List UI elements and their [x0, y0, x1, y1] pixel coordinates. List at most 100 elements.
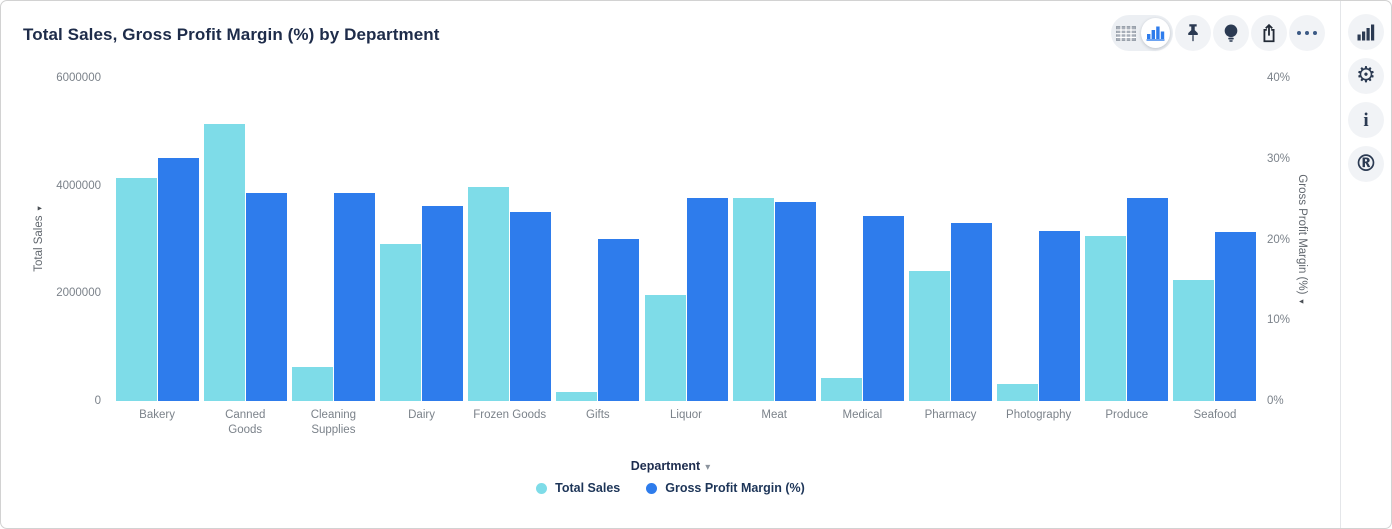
bar-total-sales-frozen-goods[interactable]: [468, 187, 510, 401]
bar-gross-profit-margin-photography[interactable]: [1039, 231, 1081, 401]
x-axis-labels: Bakery Canned Goods Cleaning Supplies Dairy…: [113, 408, 1259, 438]
x-tick-label: Frozen Goods: [473, 409, 547, 421]
bar-group-meat: [730, 78, 818, 401]
right-axis-title: Gross Profit Margin (%)▾: [1296, 174, 1308, 304]
bar-total-sales-seafood[interactable]: [1173, 279, 1215, 401]
chart-view-button[interactable]: [1140, 18, 1170, 48]
bar-total-sales-cleaning-supplies[interactable]: [291, 367, 333, 401]
axis-sort-arrow-icon: ▾: [34, 206, 44, 211]
bar-total-sales-photography[interactable]: [997, 383, 1039, 401]
insights-button[interactable]: [1213, 15, 1249, 51]
gear-icon: ⚙: [1356, 63, 1376, 88]
bar-group-gifts: [554, 78, 642, 401]
share-button[interactable]: [1251, 15, 1287, 51]
bar-gross-profit-margin-liquor[interactable]: [686, 197, 728, 401]
icon-rail: ⚙ i ®: [1340, 1, 1391, 528]
bar-gross-profit-margin-dairy[interactable]: [422, 206, 464, 401]
bar-group-pharmacy: [906, 78, 994, 401]
chart-panel: Total Sales, Gross Profit Margin (%) by …: [1, 1, 1340, 528]
bar-gross-profit-margin-bakery[interactable]: [157, 157, 199, 401]
x-tick-label: Produce: [1105, 409, 1149, 421]
bar-gross-profit-margin-canned-goods[interactable]: [245, 192, 287, 401]
bar-total-sales-dairy[interactable]: [380, 243, 422, 401]
pin-icon: [1182, 22, 1204, 44]
bar-gross-profit-margin-frozen-goods[interactable]: [510, 212, 552, 401]
chevron-down-icon[interactable]: ▾: [705, 462, 711, 473]
bar-group-medical: [818, 78, 906, 401]
bar-total-sales-pharmacy[interactable]: [908, 271, 950, 401]
view-toggle: [1111, 15, 1173, 51]
bar-total-sales-canned-goods[interactable]: [203, 124, 245, 401]
legend-dot: [646, 482, 658, 494]
bar-chart-icon: [1357, 24, 1375, 41]
x-tick-label: Meat: [761, 409, 787, 421]
axis-tick-label: 40%: [1267, 72, 1291, 84]
bar-gross-profit-margin-seafood[interactable]: [1215, 232, 1257, 401]
bar-total-sales-liquor[interactable]: [644, 294, 686, 401]
x-tick-label: Photography: [1006, 409, 1072, 421]
bar-group-photography: [995, 78, 1083, 401]
bar-chart-icon: [1146, 25, 1165, 41]
table-icon: [1115, 25, 1136, 41]
x-axis-title-row: Department ▾: [1, 457, 1340, 475]
legend-item-total-sales[interactable]: Total Sales: [536, 481, 620, 495]
bar-gross-profit-margin-produce[interactable]: [1127, 197, 1169, 401]
page-title: Total Sales, Gross Profit Margin (%) by …: [23, 25, 440, 44]
legend: Total Sales Gross Profit Margin (%): [1, 481, 1340, 495]
axis-tick-label: 0%: [1267, 395, 1284, 407]
x-tick-label: Liquor: [670, 409, 702, 421]
lightbulb-icon: [1220, 22, 1242, 44]
share-icon: [1258, 22, 1280, 44]
bar-total-sales-medical[interactable]: [820, 378, 862, 401]
bar-group-cleaning-supplies: [289, 78, 377, 401]
axis-tick-label: 2000000: [56, 287, 101, 300]
bar-total-sales-gifts[interactable]: [556, 391, 598, 401]
legend-item-gross-profit-margin[interactable]: Gross Profit Margin (%): [646, 481, 805, 495]
axis-tick-label: 0: [94, 395, 101, 407]
legend-dot: [536, 482, 548, 494]
bar-group-frozen-goods: [466, 78, 554, 401]
bar-group-liquor: [642, 78, 730, 401]
table-view-button[interactable]: [1111, 15, 1141, 51]
x-tick-label: Medical: [842, 409, 883, 421]
bar-group-canned-goods: [201, 78, 289, 401]
x-tick-label: Seafood: [1193, 409, 1237, 421]
bar-group-bakery: [113, 78, 201, 401]
x-axis-title[interactable]: Department: [630, 459, 701, 473]
ellipsis-icon: [1296, 30, 1318, 36]
bar-group-seafood: [1171, 78, 1259, 401]
bar-gross-profit-margin-medical[interactable]: [862, 216, 904, 401]
r-logo-button[interactable]: ®: [1348, 146, 1384, 182]
chart-type-button[interactable]: [1348, 14, 1384, 50]
x-tick-label: Cleaning Supplies: [310, 409, 357, 436]
bar-total-sales-produce[interactable]: [1085, 236, 1127, 401]
info-icon: i: [1363, 109, 1369, 131]
r-logo-icon: ®: [1354, 150, 1378, 177]
axis-tick-label: 20%: [1267, 233, 1291, 246]
bar-gross-profit-margin-pharmacy[interactable]: [950, 222, 992, 401]
axis-sort-arrow-icon: ▾: [1297, 299, 1307, 304]
bar-gross-profit-margin-gifts[interactable]: [598, 238, 640, 401]
bar-group-produce: [1083, 78, 1171, 401]
bar-gross-profit-margin-cleaning-supplies[interactable]: [333, 193, 375, 401]
bar-total-sales-bakery[interactable]: [115, 178, 157, 401]
x-tick-label: Bakery: [139, 409, 175, 421]
axis-tick-label: 10%: [1267, 314, 1291, 327]
bar-total-sales-meat[interactable]: [732, 197, 774, 401]
bar-group-dairy: [377, 78, 465, 401]
more-options-button[interactable]: [1289, 15, 1325, 51]
left-axis-ticks: 6000000 4000000 2000000 0: [1, 72, 101, 407]
x-tick-label: Pharmacy: [924, 409, 977, 421]
axis-tick-label: 30%: [1267, 152, 1291, 165]
plot-area: [113, 78, 1259, 401]
settings-button[interactable]: ⚙: [1348, 58, 1384, 94]
bar-gross-profit-margin-meat[interactable]: [774, 202, 816, 401]
x-tick-label: Canned Goods: [225, 409, 266, 436]
info-button[interactable]: i: [1348, 102, 1384, 138]
axis-tick-label: 6000000: [56, 72, 101, 84]
left-axis-title: Total Sales▾: [33, 206, 45, 272]
pin-button[interactable]: [1175, 15, 1211, 51]
toolbar: [1111, 15, 1325, 51]
axis-tick-label: 4000000: [56, 179, 101, 192]
